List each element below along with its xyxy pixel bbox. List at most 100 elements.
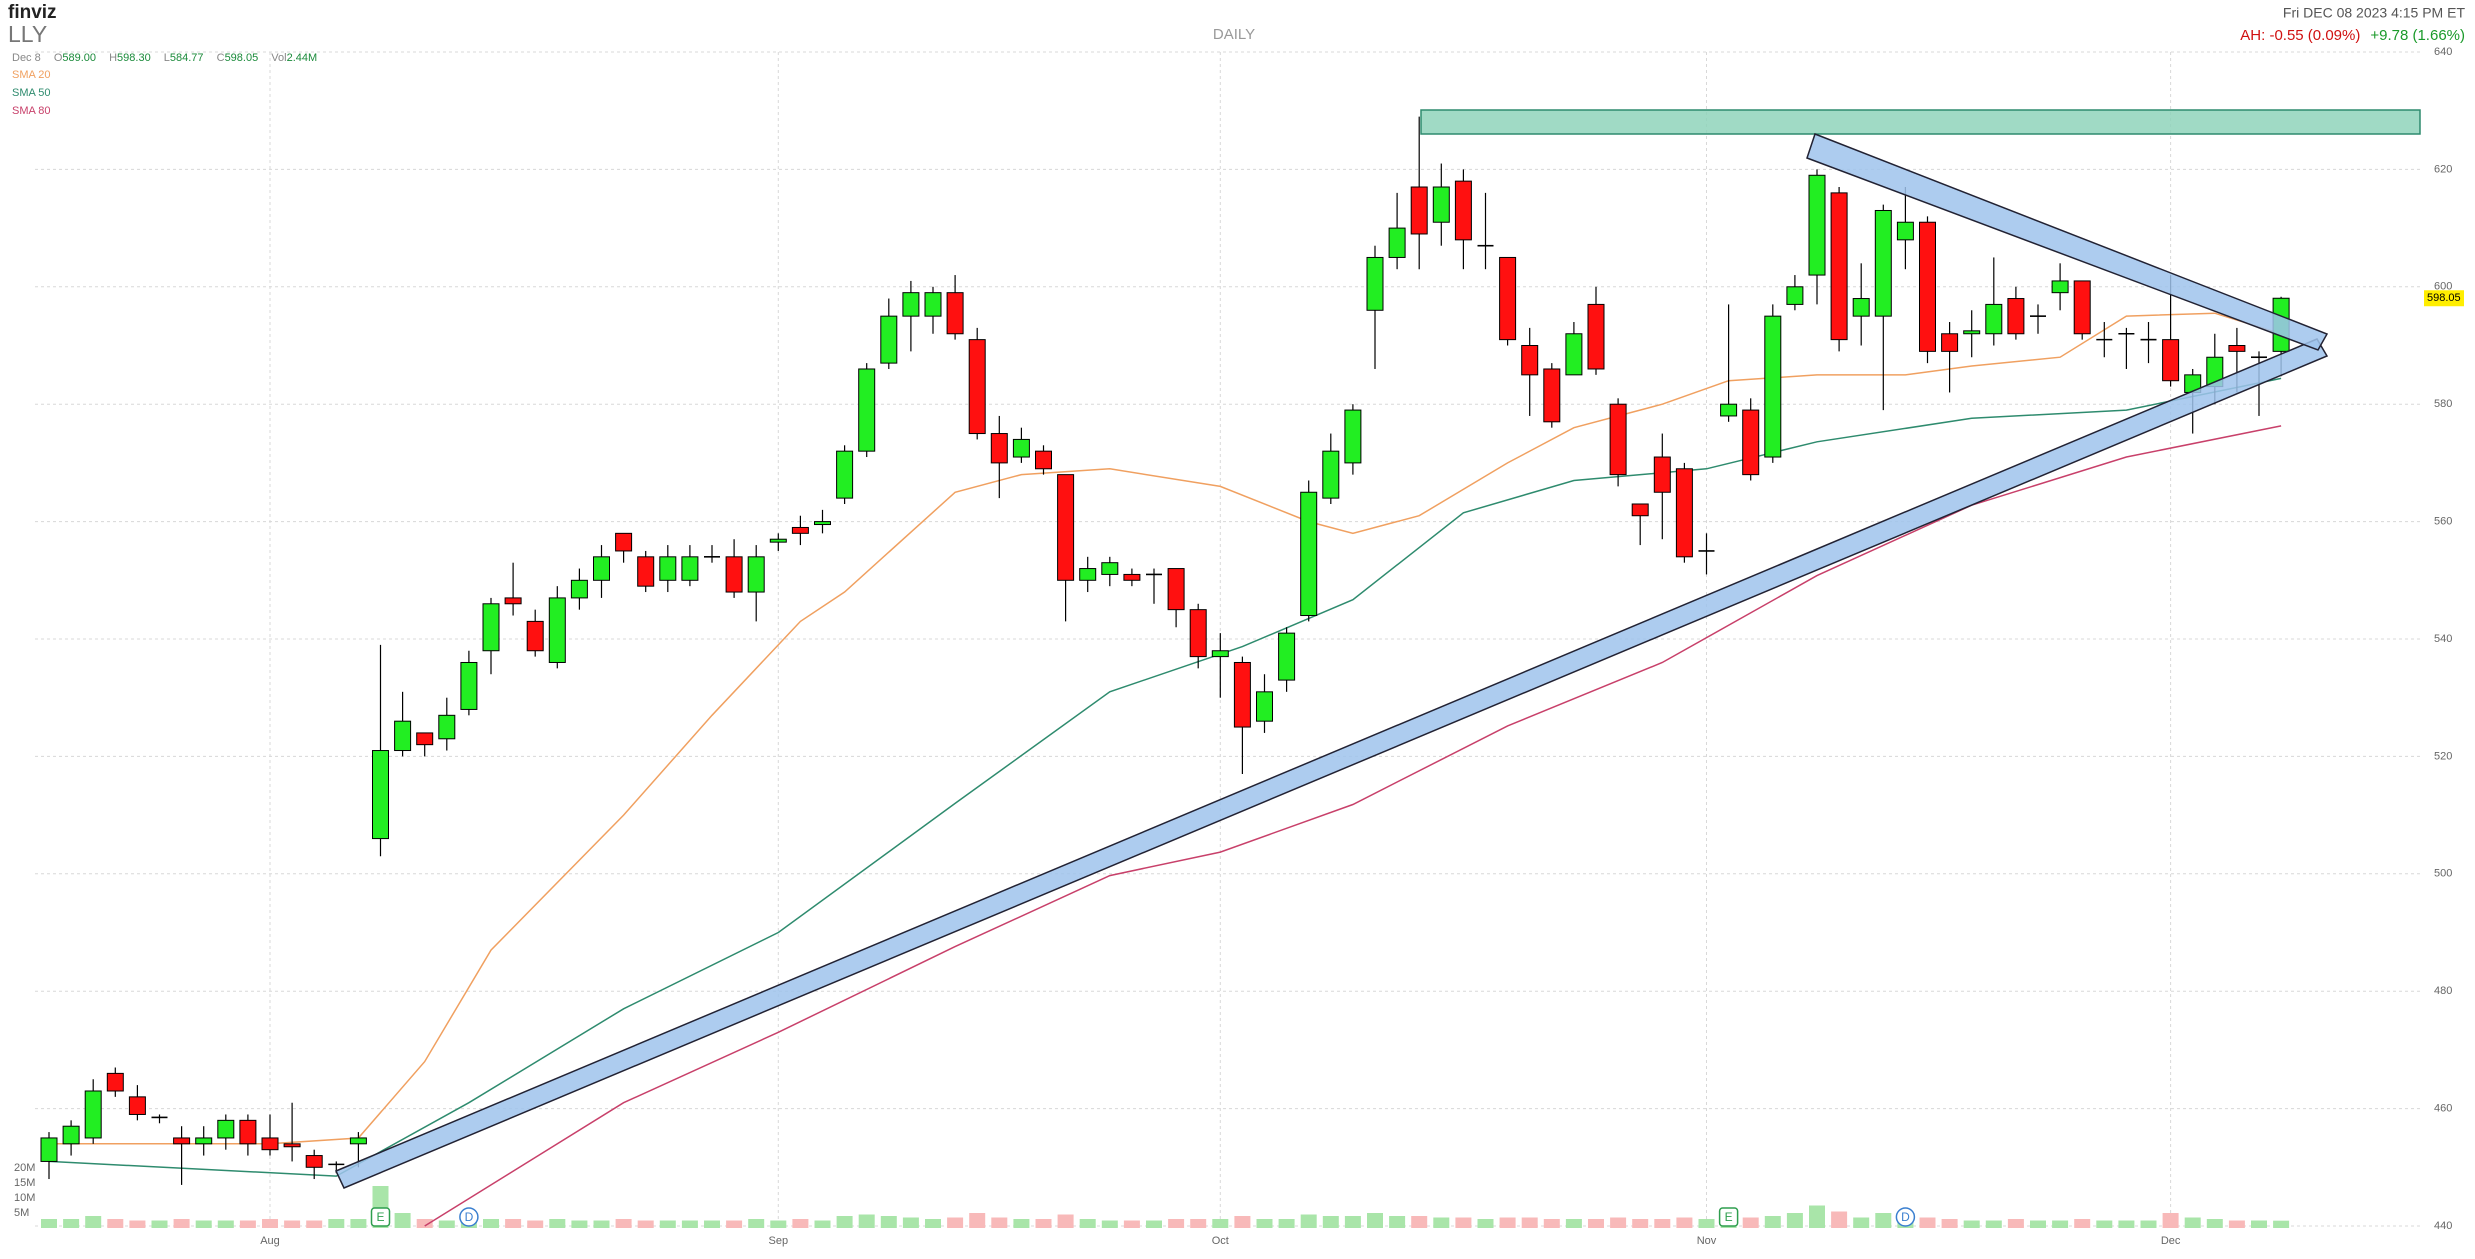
volume: 2.44M [287,52,318,64]
volume-bar [1588,1219,1604,1228]
volume-bar [814,1220,831,1228]
volume-bar [1831,1211,1848,1228]
candle-body [1410,186,1428,235]
candle-body [128,1096,146,1115]
event-marker [1895,1207,1916,1227]
x-tick-label: Dec [2161,1235,2181,1247]
candle-body [1432,186,1450,223]
volume-bar [1212,1219,1229,1228]
candle-body [305,1155,323,1168]
volume-bar [1499,1217,1516,1228]
volume-bar [2206,1219,2223,1228]
volume-bar [2273,1220,2290,1228]
y-tick-label: 500 [2434,868,2452,880]
volume-bar [1565,1219,1582,1228]
volume-bar [1455,1217,1472,1228]
y-tick-label: 640 [2434,46,2452,58]
y-tick-label: 620 [2434,163,2452,175]
volume-bar [2251,1220,2267,1228]
candle-body [1101,562,1119,575]
candle-body [1189,609,1207,658]
candle-body [725,556,743,593]
candle-body [1211,650,1229,658]
volume-bar [1433,1217,1450,1228]
event-marker [459,1207,479,1227]
y-tick-label: 520 [2434,750,2452,762]
volume-bar [593,1220,610,1228]
candle-body [1499,256,1517,341]
candle-body [1874,209,1892,317]
volume-bar [947,1217,964,1228]
volume-bar [1941,1219,1958,1228]
candle-body [946,292,964,335]
volume-bar [1168,1219,1185,1228]
candle-body [858,368,876,452]
volume-bar [1698,1219,1715,1228]
volume-bar [1190,1219,1207,1228]
resistance-trendline [1806,133,2329,351]
candle-body [1675,468,1693,558]
volume-bar [1875,1213,1892,1228]
volume-bar [350,1219,367,1228]
volume-bar [1146,1220,1162,1228]
candle-body [1521,345,1539,376]
volume-bar [1919,1217,1936,1228]
volume-bar [394,1213,411,1228]
candle-body [659,556,677,581]
candle-body [1609,403,1627,476]
candle-body [2162,339,2180,382]
volume-bar [1477,1219,1494,1228]
candle-body [548,597,566,663]
volume-bar [1809,1205,1825,1228]
x-tick-label: Oct [1212,1235,1229,1247]
close-label: C [217,52,225,64]
volume-bar [2184,1217,2201,1228]
volume-bar [726,1220,743,1228]
candle-body [482,603,500,652]
day-change: +9.78 (1.66%) [2370,27,2465,44]
candle-body [1256,691,1273,722]
candle-body [261,1137,279,1151]
volume-bar [2052,1220,2069,1228]
candle-body [84,1090,102,1139]
y-tick-label: 600 [2434,281,2452,293]
volume-bar [1632,1219,1649,1228]
candle-body [1764,315,1782,458]
y-tick-label: 560 [2434,516,2452,528]
ohlc-row: Dec 8 O589.00 H598.30 L584.77 C598.05 Vo… [12,52,317,64]
candle-body [1963,330,1981,335]
high: 598.30 [117,52,151,64]
candle-body [1035,450,1052,470]
volume-bar [217,1220,234,1228]
after-hours-change: AH: -0.55 (0.09%) [2240,27,2360,44]
high-label: H [109,52,117,64]
candle-body [681,556,699,581]
candle-body [1808,174,1826,276]
legend-entry: SMA 50 [12,87,51,99]
candle-body [902,292,920,317]
low-label: L [164,52,170,64]
candle-body [106,1072,124,1092]
date: Dec 8 [12,52,41,64]
volume-bar [129,1220,146,1228]
low: 584.77 [170,52,204,64]
candle-body [1565,333,1583,376]
candle-body [239,1119,257,1145]
sma-line [49,312,2282,1145]
y-tick-label: 580 [2434,398,2452,410]
volume-bar [991,1217,1008,1228]
candle-body [968,339,986,435]
volume-bar [770,1220,787,1228]
candle-body [1742,409,1760,476]
volume-bar [1610,1217,1627,1228]
candle-body [526,620,544,652]
volume-bar [1101,1220,1118,1228]
volume-bar [1742,1217,1759,1228]
volume-tick-label: 20M [14,1162,35,1174]
candle-body [1388,227,1406,258]
volume-label: Vol [271,52,286,64]
x-tick-label: Aug [260,1235,280,1247]
candle-body [1786,286,1804,305]
resistance-zone [1420,109,2421,135]
volume-bar [2074,1219,2091,1228]
